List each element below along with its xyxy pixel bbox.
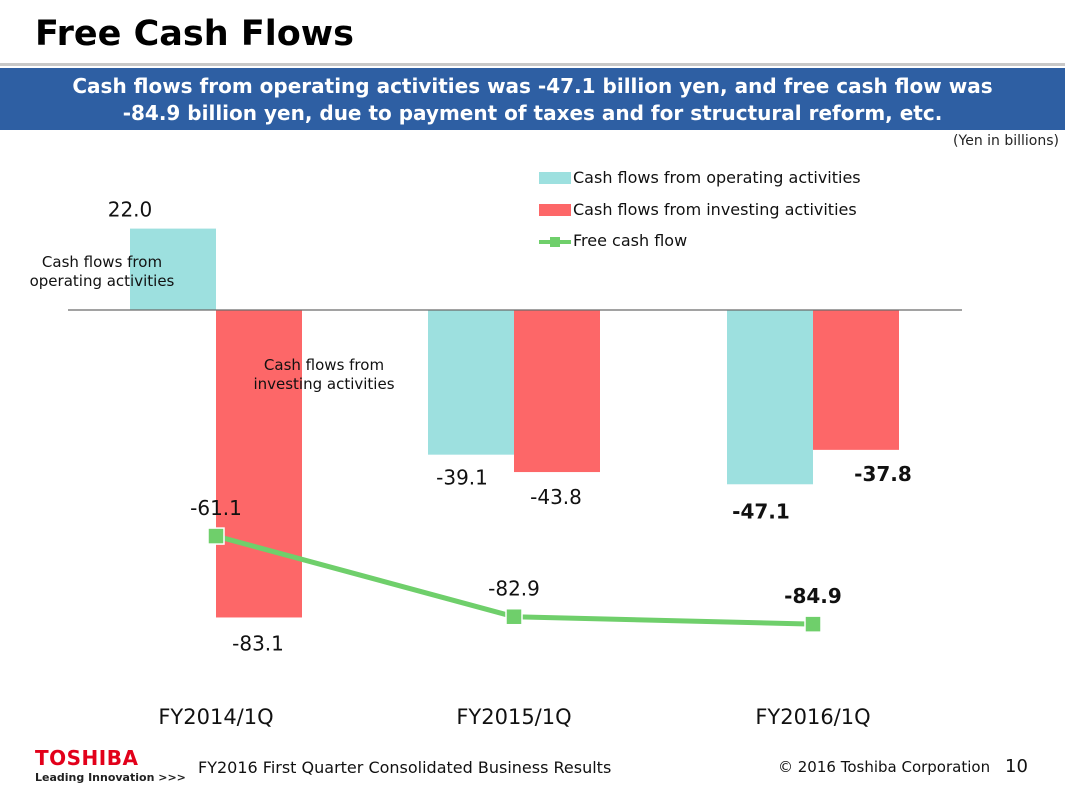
legend-swatch-free-cash-flow — [539, 235, 571, 247]
category-label-FY2015/1Q: FY2015/1Q — [456, 705, 571, 729]
callout-investing: Cash flows from investing activities — [244, 356, 404, 394]
label-fcf-FY2014/1Q: -61.1 — [190, 496, 242, 520]
label-investing-FY2015/1Q: -43.8 — [530, 485, 582, 509]
copyright: © 2016 Toshiba Corporation — [778, 758, 991, 776]
callout-operating-line-2: operating activities — [29, 272, 175, 290]
label-operating-FY2014/1Q: 22.0 — [108, 198, 153, 222]
legend-label-free-cash-flow: Free cash flow — [573, 231, 688, 250]
banner-line-1: Cash flows from operating activities was… — [72, 74, 993, 98]
toshiba-logo: TOSHIBA Leading Innovation >>> — [35, 746, 186, 784]
label-investing-FY2014/1Q: -83.1 — [232, 631, 284, 655]
category-label-FY2014/1Q: FY2014/1Q — [158, 705, 273, 729]
label-fcf-FY2015/1Q: -82.9 — [488, 577, 540, 601]
legend-item-free-cash-flow: Free cash flow — [539, 231, 687, 250]
bar-investing-FY2014/1Q — [216, 310, 302, 618]
brand-name: TOSHIBA — [35, 746, 139, 770]
summary-banner: Cash flows from operating activities was… — [0, 68, 1065, 130]
title-divider — [0, 63, 1065, 66]
legend-label-operating: Cash flows from operating activities — [573, 168, 861, 187]
page-number: 10 — [1005, 756, 1028, 777]
callout-operating: Cash flows from operating activities — [22, 253, 182, 291]
bar-operating-FY2015/1Q — [428, 310, 514, 455]
label-fcf-FY2016/1Q: -84.9 — [784, 584, 842, 608]
bar-investing-FY2016/1Q — [813, 310, 899, 450]
callout-investing-line-1: Cash flows from — [263, 356, 385, 374]
label-investing-FY2016/1Q: -37.8 — [854, 462, 912, 486]
bar-operating-FY2016/1Q — [727, 310, 813, 485]
category-label-FY2016/1Q: FY2016/1Q — [755, 705, 870, 729]
banner-line-2: -84.9 billion yen, due to payment of tax… — [122, 101, 943, 125]
report-title: FY2016 First Quarter Consolidated Busine… — [198, 758, 612, 777]
callout-operating-line-1: Cash flows from — [41, 253, 163, 271]
legend-swatch-investing — [539, 203, 571, 216]
callout-investing-line-2: investing activities — [253, 375, 395, 393]
legend-item-investing: Cash flows from investing activities — [539, 200, 857, 219]
units-label: (Yen in billions) — [953, 133, 1059, 149]
label-operating-FY2016/1Q: -47.1 — [732, 499, 790, 523]
legend-label-investing: Cash flows from investing activities — [573, 200, 857, 219]
legend-swatch-operating — [539, 171, 571, 184]
brand-tagline: Leading Innovation >>> — [35, 771, 186, 784]
fcf-marker-FY2015/1Q — [505, 607, 523, 626]
bar-operating-FY2014/1Q — [130, 228, 216, 310]
legend-item-operating: Cash flows from operating activities — [539, 168, 861, 187]
fcf-marker-FY2014/1Q — [207, 527, 225, 545]
label-operating-FY2015/1Q: -39.1 — [436, 466, 488, 490]
bar-investing-FY2015/1Q — [514, 310, 600, 473]
fcf-marker-FY2016/1Q — [804, 615, 822, 633]
page-title: Free Cash Flows — [35, 14, 354, 54]
